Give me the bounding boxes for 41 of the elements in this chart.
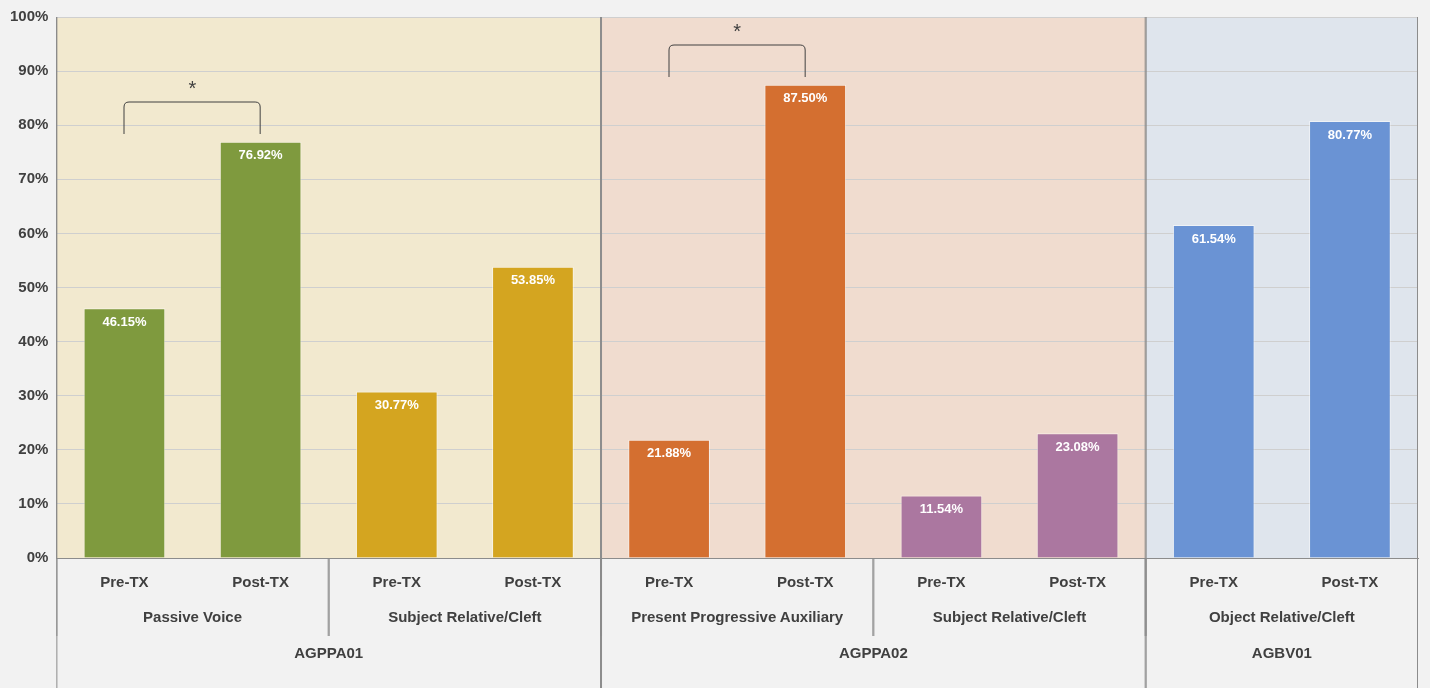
y-tick-label: 30%	[18, 385, 49, 403]
x-tick-label: Pre-TX	[917, 573, 966, 591]
y-tick-label: 50%	[18, 277, 49, 295]
x-tick-label: Post-TX	[504, 573, 562, 591]
text: Present Progressive Auxiliary	[631, 608, 844, 626]
y-tick-label: 80%	[18, 115, 49, 133]
text: AGBV01	[1251, 644, 1312, 662]
y-tick-label: 60%	[18, 223, 49, 241]
y-tick-label: 0%	[26, 548, 49, 566]
text: Object Relative/Cleft	[1208, 608, 1355, 626]
data-label: 80.77%	[1327, 126, 1373, 142]
y-tick-label: 40%	[18, 331, 49, 349]
data-label: 11.54%	[919, 501, 964, 517]
y-tick-label: 10%	[18, 494, 49, 512]
text: AGPPA01	[294, 644, 364, 662]
x-tick-label: Pre-TX	[100, 573, 149, 591]
text: AGPPA02	[838, 644, 908, 662]
x-tick-label: Pre-TX	[644, 573, 694, 591]
data-label: 53.85%	[510, 272, 556, 288]
annotation: *	[732, 19, 743, 42]
x-tick-label: Post-TX	[1321, 573, 1379, 591]
annotation: *	[187, 76, 198, 99]
x-tick-label: Post-TX	[776, 573, 834, 591]
data-label: 87.50%	[783, 90, 828, 106]
data-label: 23.08%	[1055, 438, 1101, 454]
y-tick-label: 100%	[9, 7, 49, 25]
data-label: 61.54%	[1191, 230, 1237, 246]
x-tick-label: Pre-TX	[372, 573, 421, 591]
x-tick-label: Post-TX	[1049, 573, 1106, 591]
x-tick-label: Pre-TX	[1189, 573, 1238, 591]
data-label: 30.77%	[374, 397, 420, 413]
text: Subject Relative/Cleft	[932, 608, 1087, 626]
y-tick-label: 70%	[18, 169, 49, 187]
data-label: 21.88%	[647, 445, 692, 461]
text: Subject Relative/Cleft	[388, 608, 542, 626]
y-tick-label: 20%	[18, 439, 49, 457]
text: Passive Voice	[143, 608, 243, 626]
y-tick-label: 90%	[18, 61, 49, 79]
data-label: 46.15%	[102, 313, 147, 329]
x-tick-label: Post-TX	[232, 573, 289, 591]
data-label: 76.92%	[238, 147, 284, 163]
